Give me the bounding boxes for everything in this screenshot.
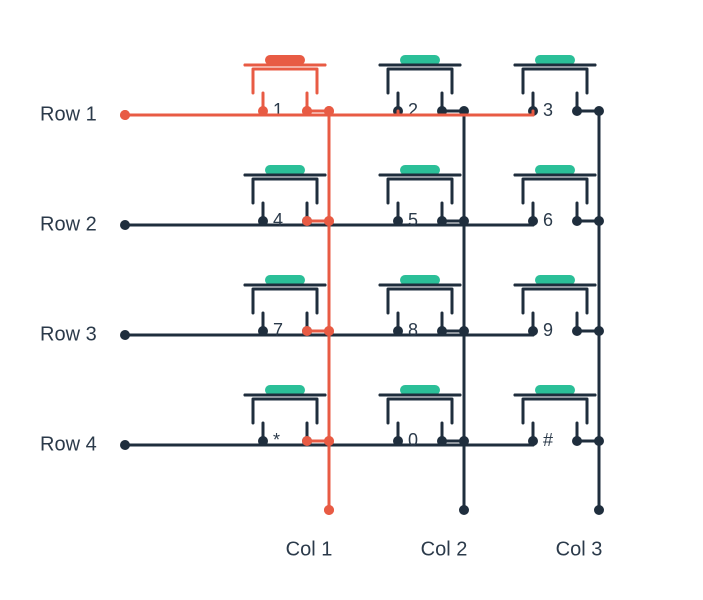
key-label-#: # [543, 430, 553, 450]
key-label-0: 0 [408, 430, 418, 450]
col-junction-dot [459, 216, 469, 226]
key-label-*: * [273, 430, 280, 450]
row-terminal-1-overlay [120, 110, 130, 120]
col-junction-dot [459, 436, 469, 446]
key-label-9: 9 [543, 320, 553, 340]
key-label-2: 2 [408, 100, 418, 120]
col-terminal-1-overlay [324, 505, 334, 515]
col1-rightstub-dot-overlay [302, 216, 312, 226]
row-label-2: Row 2 [40, 213, 97, 235]
col-label-1: Col 1 [286, 538, 333, 560]
row-label-1: Row 1 [40, 103, 97, 125]
col1-rightstub-dot-overlay [302, 326, 312, 336]
col-junction-dot [459, 326, 469, 336]
col1-rightstub-dot-overlay [302, 436, 312, 446]
col-label-2: Col 2 [421, 538, 468, 560]
key-label-3: 3 [543, 100, 553, 120]
col-junction-dot [594, 106, 604, 116]
key-label-6: 6 [543, 210, 553, 230]
col-junction-dot [594, 436, 604, 446]
col-junction-dot [594, 216, 604, 226]
row-label-4: Row 4 [40, 433, 97, 455]
col-junction-dot [594, 326, 604, 336]
col-label-3: Col 3 [556, 538, 603, 560]
col-terminal-3 [594, 505, 604, 515]
row-label-3: Row 3 [40, 323, 97, 345]
keypad-matrix-diagram: Row 1 Row 2 Row 3 Row 4 Col 1 Col 2 Col 3 1 2 3 4 5… [0, 0, 703, 600]
key-label-1: 1 [273, 100, 283, 120]
col-terminal-2 [459, 505, 469, 515]
key-label-7: 7 [273, 320, 283, 340]
key-label-8: 8 [408, 320, 418, 340]
key-label-5: 5 [408, 210, 418, 230]
key-label-4: 4 [273, 210, 283, 230]
col1-rightstub-dot-overlay [302, 106, 312, 116]
